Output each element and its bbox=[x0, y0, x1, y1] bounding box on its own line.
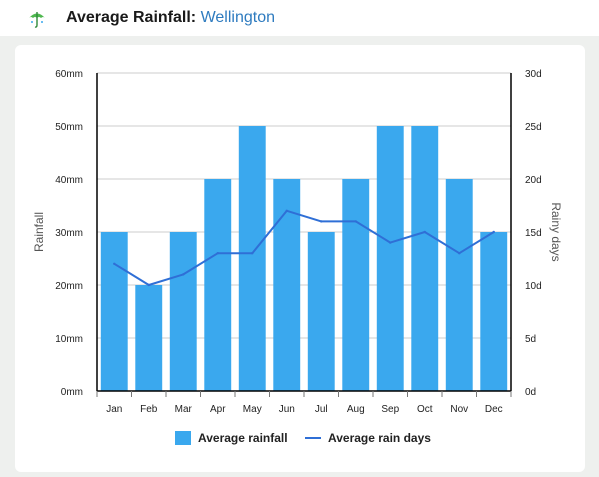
bar-jul bbox=[307, 232, 335, 391]
bar-oct bbox=[411, 126, 439, 391]
legend-bar-swatch bbox=[175, 431, 191, 445]
y-tick-label: 60mm bbox=[55, 69, 83, 80]
bar-dec bbox=[480, 232, 508, 391]
rain-days-point bbox=[285, 209, 288, 212]
bar-sep bbox=[376, 126, 404, 391]
rain-days-point bbox=[182, 273, 185, 276]
x-tick-label: Feb bbox=[140, 404, 158, 415]
rain-days-point bbox=[492, 230, 495, 234]
umbrella-icon bbox=[29, 12, 45, 28]
legend-rain-days-label: Average rain days bbox=[328, 431, 431, 445]
rain-days-point bbox=[216, 252, 219, 255]
rain-days-point bbox=[320, 220, 323, 223]
y-tick-label: 40mm bbox=[55, 175, 83, 186]
rain-days-point bbox=[354, 220, 357, 223]
x-tick-label: Nov bbox=[450, 404, 468, 415]
bar-feb bbox=[135, 285, 163, 391]
x-tick-label: Jun bbox=[279, 404, 295, 415]
x-tick-label: Oct bbox=[417, 404, 433, 415]
y-tick-label: 30mm bbox=[55, 228, 83, 239]
y2-axis-title: Rainy days bbox=[549, 202, 563, 261]
rain-days-point bbox=[147, 283, 150, 287]
x-tick-label: Aug bbox=[347, 404, 365, 415]
page-header: Average Rainfall: Wellington bbox=[0, 0, 599, 36]
x-tick-label: May bbox=[243, 404, 262, 415]
page-title: Average Rainfall: Wellington bbox=[66, 9, 275, 27]
legend-rainfall-label: Average rainfall bbox=[198, 431, 288, 445]
chart-card: 0mm 0d 10mm 5d 20mm 10d 30mm 15d 40mm 20d 50mm 25d 6… bbox=[15, 45, 585, 472]
bar-may bbox=[238, 126, 266, 391]
x-tick-label: Apr bbox=[210, 404, 226, 415]
rain-days-point bbox=[251, 252, 254, 255]
y2-tick-label: 20d bbox=[525, 175, 542, 186]
bar-aug bbox=[342, 179, 370, 391]
bar-mar bbox=[169, 232, 197, 391]
x-tick-label: Dec bbox=[485, 404, 503, 415]
y-axis-title: Rainfall bbox=[32, 212, 46, 252]
y2-tick-label: 30d bbox=[525, 69, 542, 80]
x-tick-label: Jul bbox=[315, 404, 328, 415]
y2-tick-label: 25d bbox=[525, 122, 542, 133]
bar-jan bbox=[100, 232, 128, 391]
y-tick-label: 20mm bbox=[55, 281, 83, 292]
rain-days-point bbox=[458, 252, 461, 255]
rain-days-line bbox=[113, 209, 495, 286]
y2-tick-label: 10d bbox=[525, 281, 542, 292]
rain-days-point bbox=[423, 230, 426, 234]
rainfall-chart: 0mm 0d 10mm 5d 20mm 10d 30mm 15d 40mm 20d 50mm 25d 6… bbox=[32, 69, 563, 445]
rain-days-point bbox=[113, 262, 116, 265]
y2-tick-label: 0d bbox=[525, 387, 536, 398]
rain-days-point bbox=[389, 241, 392, 244]
bar-nov bbox=[445, 179, 473, 391]
y-tick-label: 10mm bbox=[55, 334, 83, 345]
x-tick-label: Sep bbox=[381, 404, 399, 415]
title-prefix: Average Rainfall: bbox=[66, 9, 197, 26]
bar-apr bbox=[204, 179, 232, 391]
y2-tick-label: 5d bbox=[525, 334, 536, 345]
chart-panel: 0mm 0d 10mm 5d 20mm 10d 30mm 15d 40mm 20d 50mm 25d 6… bbox=[0, 36, 599, 477]
x-tick-label: Jan bbox=[106, 404, 122, 415]
y-tick-label: 0mm bbox=[61, 387, 83, 398]
y-tick-label: 50mm bbox=[55, 122, 83, 133]
x-tick-label: Mar bbox=[175, 404, 193, 415]
city-name: Wellington bbox=[200, 9, 275, 26]
y2-tick-label: 15d bbox=[525, 228, 542, 239]
